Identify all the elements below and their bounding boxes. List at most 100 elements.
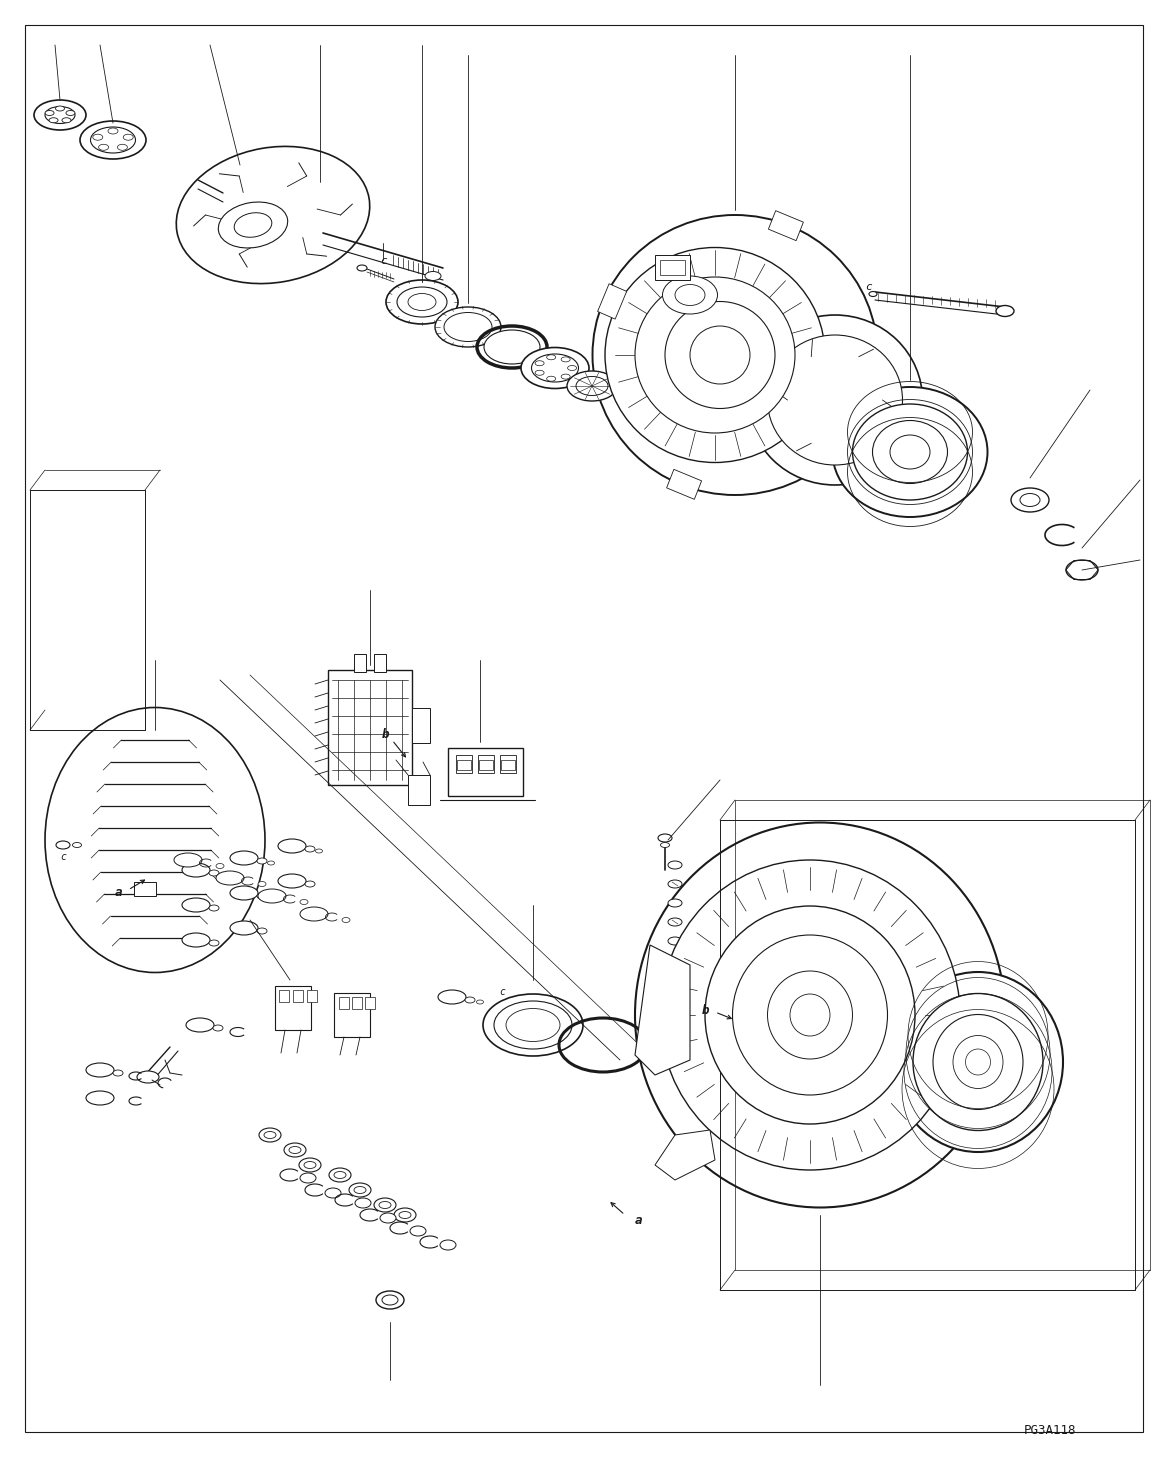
Ellipse shape: [92, 134, 103, 140]
Polygon shape: [598, 284, 627, 319]
Ellipse shape: [547, 354, 556, 360]
Ellipse shape: [305, 881, 315, 887]
Bar: [500, 755, 516, 774]
Ellipse shape: [305, 847, 315, 852]
Ellipse shape: [342, 918, 350, 922]
Polygon shape: [769, 211, 804, 240]
Ellipse shape: [535, 361, 544, 366]
Ellipse shape: [288, 1147, 301, 1154]
Ellipse shape: [890, 436, 930, 469]
Ellipse shape: [349, 1183, 371, 1198]
Ellipse shape: [1020, 494, 1040, 507]
Ellipse shape: [325, 1187, 341, 1198]
Ellipse shape: [853, 404, 967, 500]
Polygon shape: [843, 390, 872, 427]
Ellipse shape: [182, 863, 210, 877]
Text: c: c: [381, 256, 388, 267]
Ellipse shape: [410, 1225, 426, 1236]
Ellipse shape: [668, 1013, 682, 1021]
Ellipse shape: [494, 1001, 572, 1049]
Ellipse shape: [284, 1142, 306, 1157]
Polygon shape: [667, 469, 702, 500]
Ellipse shape: [605, 248, 825, 462]
Ellipse shape: [561, 357, 570, 361]
Ellipse shape: [378, 1202, 391, 1208]
Ellipse shape: [230, 921, 258, 935]
Ellipse shape: [675, 284, 705, 306]
Ellipse shape: [790, 994, 830, 1036]
Ellipse shape: [576, 376, 609, 395]
Ellipse shape: [209, 870, 220, 876]
Ellipse shape: [46, 106, 75, 124]
Ellipse shape: [1066, 559, 1098, 580]
Ellipse shape: [382, 1295, 398, 1305]
Ellipse shape: [267, 861, 274, 865]
Ellipse shape: [833, 388, 987, 517]
Ellipse shape: [329, 1169, 352, 1182]
Ellipse shape: [668, 880, 682, 887]
Ellipse shape: [872, 421, 947, 484]
Ellipse shape: [257, 858, 267, 864]
Ellipse shape: [209, 940, 220, 946]
Ellipse shape: [484, 329, 540, 364]
Text: c: c: [60, 852, 65, 863]
Ellipse shape: [186, 1018, 214, 1032]
Text: b: b: [381, 728, 389, 742]
Ellipse shape: [477, 1000, 484, 1004]
Bar: [501, 761, 515, 769]
Ellipse shape: [56, 106, 64, 111]
Ellipse shape: [675, 316, 755, 393]
Ellipse shape: [357, 265, 367, 271]
Ellipse shape: [220, 873, 227, 877]
Ellipse shape: [86, 1064, 114, 1077]
Ellipse shape: [257, 893, 267, 899]
Ellipse shape: [438, 989, 466, 1004]
Bar: [478, 755, 494, 774]
Ellipse shape: [259, 1128, 281, 1142]
Ellipse shape: [62, 118, 71, 122]
Ellipse shape: [425, 271, 442, 281]
Ellipse shape: [535, 370, 544, 376]
Ellipse shape: [209, 905, 220, 911]
Text: PG3A118: PG3A118: [1023, 1423, 1076, 1437]
Ellipse shape: [118, 144, 127, 150]
Ellipse shape: [182, 932, 210, 947]
Ellipse shape: [46, 708, 265, 972]
Bar: [374, 654, 385, 672]
Ellipse shape: [385, 280, 458, 323]
Bar: [334, 994, 370, 1037]
Ellipse shape: [894, 972, 1063, 1152]
Bar: [307, 989, 317, 1002]
Ellipse shape: [79, 121, 146, 159]
Bar: [660, 259, 684, 275]
Ellipse shape: [397, 287, 447, 318]
Ellipse shape: [257, 928, 267, 934]
Text: a: a: [634, 1214, 641, 1227]
Bar: [479, 761, 493, 769]
Ellipse shape: [182, 898, 210, 912]
Ellipse shape: [380, 1214, 396, 1222]
Ellipse shape: [394, 1208, 416, 1222]
Text: c: c: [499, 986, 505, 997]
Ellipse shape: [869, 291, 877, 297]
Ellipse shape: [440, 1240, 456, 1250]
Ellipse shape: [635, 277, 795, 433]
Bar: [456, 755, 472, 774]
Ellipse shape: [668, 975, 682, 983]
Bar: [293, 989, 303, 1002]
Ellipse shape: [98, 144, 109, 150]
Ellipse shape: [966, 1049, 990, 1075]
Bar: [274, 986, 311, 1030]
Ellipse shape: [399, 1212, 411, 1218]
Ellipse shape: [668, 899, 682, 908]
Ellipse shape: [264, 1132, 276, 1138]
Ellipse shape: [374, 1198, 396, 1212]
Text: b: b: [701, 1004, 709, 1017]
Polygon shape: [635, 946, 690, 1075]
Polygon shape: [188, 157, 359, 272]
Bar: [364, 997, 375, 1010]
Bar: [328, 670, 412, 785]
Ellipse shape: [300, 1173, 317, 1183]
Ellipse shape: [90, 127, 135, 153]
Bar: [408, 775, 430, 806]
